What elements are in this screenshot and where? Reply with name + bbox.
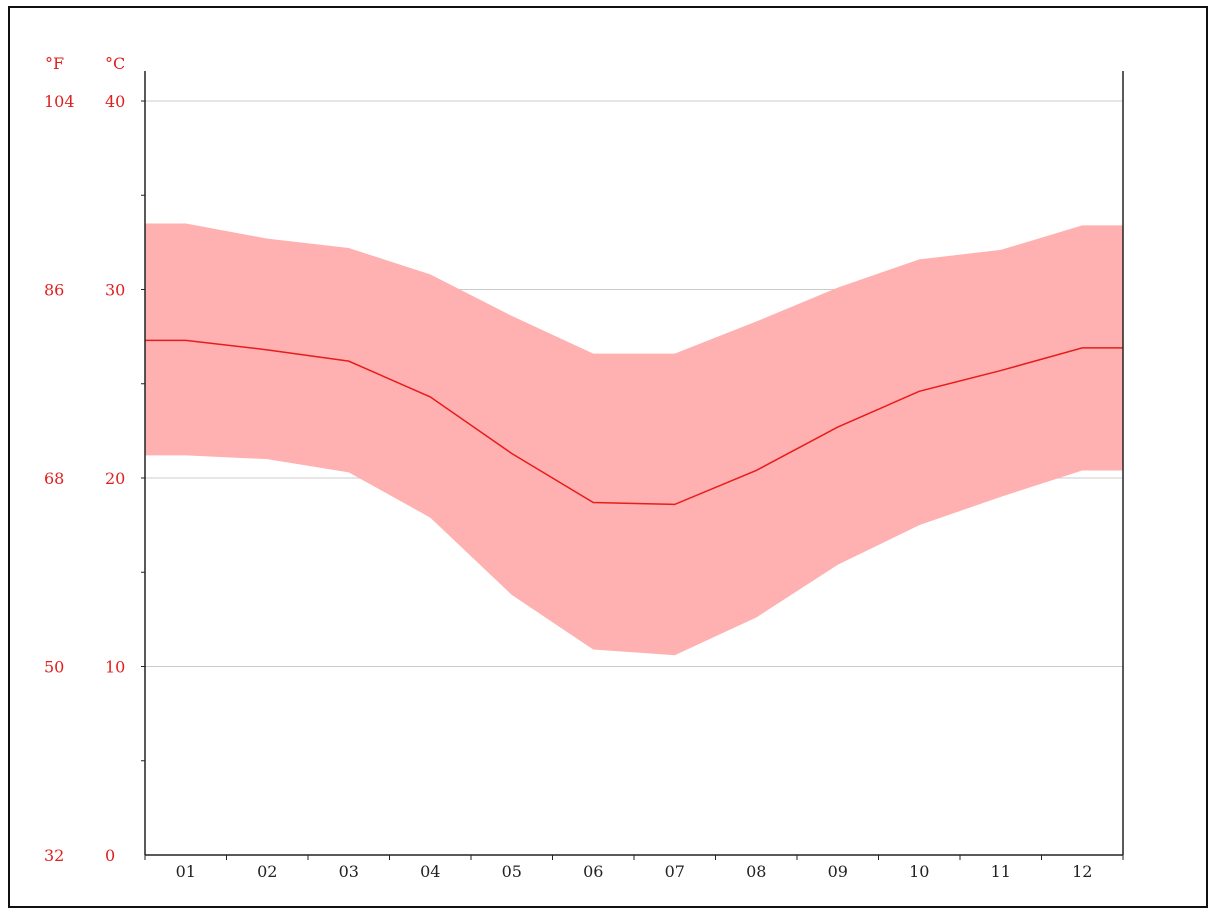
x-tick-label: 02 (257, 862, 277, 881)
x-tick-label: 07 (665, 862, 685, 881)
x-tick-label: 08 (746, 862, 766, 881)
celsius-unit-label: °C (105, 54, 125, 73)
x-tick-label: 12 (1072, 862, 1092, 881)
temperature-line (145, 339, 1123, 506)
axes (141, 71, 1124, 860)
y-tick-label-fahrenheit: 86 (44, 281, 64, 300)
x-tick-label: 10 (909, 862, 929, 881)
y-tick-label-celsius: 0 (105, 846, 115, 865)
fahrenheit-unit-label: °F (45, 54, 64, 73)
y-tick-label-fahrenheit: 50 (44, 658, 64, 677)
y-tick-label-celsius: 30 (105, 281, 125, 300)
x-tick-label: 06 (583, 862, 603, 881)
y-tick-label-celsius: 20 (105, 469, 125, 488)
y-tick-label-celsius: 40 (105, 92, 125, 111)
x-tick-label: 11 (991, 862, 1011, 881)
x-tick-label: 09 (828, 862, 848, 881)
x-tick-label: 05 (502, 862, 522, 881)
x-tick-label: 03 (339, 862, 359, 881)
x-tick-label: 04 (420, 862, 440, 881)
temperature-range-band (145, 223, 1123, 656)
y-tick-label-fahrenheit: 68 (44, 469, 64, 488)
y-axis-labels: 32 0 50 10 68 20 86 30 104 40 (44, 92, 125, 865)
y-tick-label-celsius: 10 (105, 658, 125, 677)
x-axis-labels: 01 02 03 04 05 06 07 08 09 10 11 12 (176, 862, 1093, 881)
x-tick-label: 01 (176, 862, 196, 881)
y-tick-label-fahrenheit: 32 (44, 846, 64, 865)
y-tick-label-fahrenheit: 104 (44, 92, 75, 111)
